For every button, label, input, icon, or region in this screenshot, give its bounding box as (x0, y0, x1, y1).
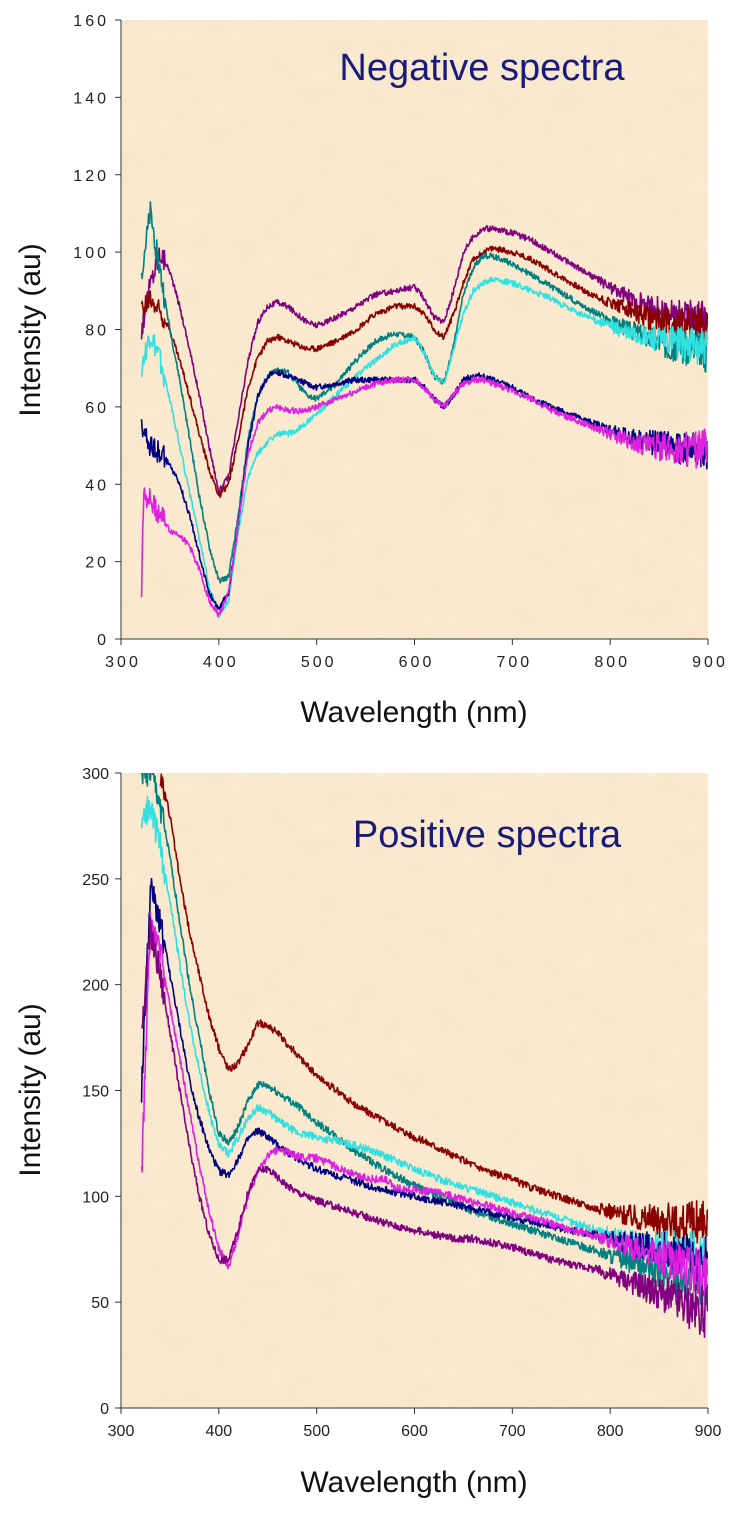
y-tick-label: 100 (82, 1189, 109, 1206)
y-tick-label: 100 (73, 245, 109, 262)
positive-spectra-chart: 0 50 100 150 200 250 300 300 400 500 600 700 800 900… (0, 752, 730, 1512)
x-tick-label: 400 (203, 654, 239, 671)
y-tick-group: 0 20 40 60 80 100 120 140 160 (73, 13, 121, 649)
y-tick-label: 200 (82, 978, 109, 995)
y-axis-label: Intensity (au) (14, 243, 47, 416)
y-tick-label: 60 (85, 400, 109, 417)
x-tick-label: 400 (205, 1423, 232, 1440)
x-tick-label: 600 (399, 654, 435, 671)
y-tick-label: 0 (100, 1401, 109, 1418)
x-tick-label: 900 (692, 654, 728, 671)
y-tick-label: 50 (91, 1295, 109, 1312)
y-tick-label: 0 (97, 632, 109, 649)
x-tick-group: 300 400 500 600 700 800 900 (108, 1408, 722, 1440)
y-tick-label: 40 (85, 477, 109, 494)
x-tick-label: 800 (594, 654, 630, 671)
x-tick-label: 700 (496, 654, 532, 671)
x-tick-label: 700 (499, 1423, 526, 1440)
x-tick-label: 600 (401, 1423, 428, 1440)
y-tick-label: 80 (85, 323, 109, 340)
x-axis-label: Wavelength (nm) (300, 1466, 527, 1499)
chart-title: Positive spectra (353, 814, 622, 856)
y-tick-label: 120 (73, 168, 109, 185)
y-tick-label: 300 (82, 766, 109, 783)
negative-spectra-chart: 0 20 40 60 80 100 120 140 160 300 400 500 600 700 800… (0, 0, 730, 740)
y-tick-label: 20 (85, 555, 109, 572)
x-tick-label: 800 (597, 1423, 624, 1440)
x-tick-label: 500 (301, 654, 337, 671)
x-tick-label: 300 (105, 654, 141, 671)
y-tick-group: 0 50 100 150 200 250 300 (82, 766, 121, 1418)
y-tick-label: 140 (73, 90, 109, 107)
chart-title: Negative spectra (339, 47, 625, 89)
x-tick-group: 300 400 500 600 700 800 900 (105, 639, 728, 671)
x-tick-label: 300 (108, 1423, 135, 1440)
x-axis-label: Wavelength (nm) (300, 696, 527, 729)
x-tick-label: 900 (695, 1423, 722, 1440)
y-tick-label: 150 (82, 1084, 109, 1101)
x-tick-label: 500 (303, 1423, 330, 1440)
y-tick-label: 160 (73, 13, 109, 30)
y-axis-label: Intensity (au) (14, 1003, 47, 1176)
y-tick-label: 250 (82, 872, 109, 889)
